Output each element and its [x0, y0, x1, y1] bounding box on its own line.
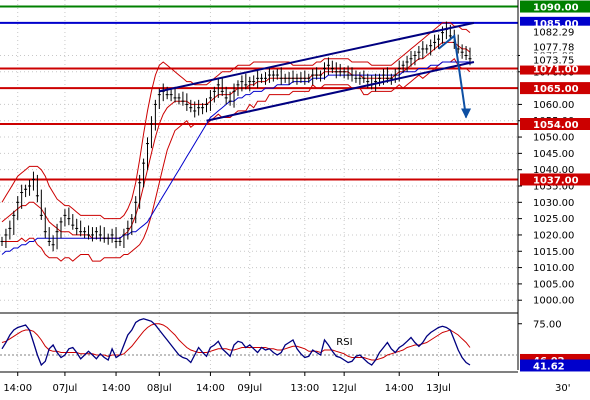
price-tick-label: 1015.00	[533, 247, 574, 258]
value-tag-label: 1082.29	[533, 28, 574, 39]
price-tick-label: 1025.00	[533, 214, 574, 225]
value-tag-box	[520, 53, 590, 66]
level-tag-box	[520, 173, 590, 186]
level-tag-label: 1065.00	[533, 84, 579, 95]
rsi-line	[1, 318, 471, 367]
time-tick-label: 14:00	[385, 383, 414, 394]
time-tick-label: 13Jul	[426, 383, 451, 394]
value-tag-label: 1077.78	[533, 42, 574, 53]
time-tick-label: 14:00	[102, 383, 131, 394]
value-tag-box	[520, 40, 590, 53]
bollinger-upper	[1, 22, 471, 220]
bollinger-bands	[1, 22, 471, 262]
time-tick-label: 07Jul	[53, 383, 78, 394]
rsi-tag-box	[520, 359, 590, 372]
time-tick-label: 14:00	[3, 383, 32, 394]
level-tag-box	[520, 0, 590, 13]
forecast-arrow-line	[437, 33, 468, 118]
level-tag-box	[520, 82, 590, 95]
price-tick-label: 1000.00	[533, 296, 574, 307]
rsi-signal-line	[1, 323, 471, 361]
channel-upper-line	[159, 21, 475, 93]
forecast-arrow	[437, 33, 472, 119]
grid	[0, 0, 518, 370]
level-tag-label: 1071.00	[533, 65, 579, 76]
level-tag-label: 1085.00	[533, 19, 579, 30]
ma-red-line	[1, 41, 471, 239]
price-series	[0, 21, 472, 252]
time-tick-label: 13:00	[290, 383, 319, 394]
value-tag-box	[520, 25, 590, 38]
rsi-tick-label: 75.00	[533, 319, 562, 330]
time-tick-label: 08Jul	[147, 383, 172, 394]
price-tick-label: 1050.00	[533, 133, 574, 144]
bollinger-lower	[2, 57, 471, 262]
time-tick-label: 12Jul	[332, 383, 357, 394]
price-tick-label: 1020.00	[533, 230, 574, 241]
price-tick-label: 1045.00	[533, 149, 574, 160]
value-tag-label: 1073.75	[533, 56, 574, 67]
channel-lower-line	[206, 61, 475, 122]
rsi-label: RSI	[336, 337, 352, 348]
level-tag-box	[520, 118, 590, 130]
level-tags: 1090.00 1085.00 1071.00 1065.00 1054.00 1037.…	[520, 0, 590, 186]
level-tag-label: 1090.00	[533, 3, 579, 14]
price-tick-label: 1030.00	[533, 198, 574, 209]
level-tag-label: 1037.00	[533, 175, 579, 186]
price-tick-label: 1010.00	[533, 263, 574, 274]
time-tick-label: 14:00	[196, 383, 225, 394]
price-tick-label: 1035.00	[533, 182, 574, 193]
support-resistance-levels	[0, 5, 518, 181]
level-tag-label: 1054.00	[533, 120, 579, 131]
moving-averages	[1, 41, 471, 255]
timeframe-label: 30'	[555, 383, 570, 394]
time-axis: 14:00 07Jul 14:00 08Jul 14:00 09Jul 13:00 12Jul…	[0, 371, 570, 394]
trend-channel	[159, 21, 475, 122]
price-tick-label: 1060.00	[533, 100, 574, 111]
time-tick-label: 09Jul	[237, 383, 262, 394]
rsi-tag-label: 41.62	[533, 361, 565, 372]
forecast-arrow-head	[461, 108, 472, 119]
ma-blue-line	[1, 61, 470, 255]
price-tick-label: 1040.00	[533, 165, 574, 176]
price-tick-label: 1005.00	[533, 279, 574, 290]
